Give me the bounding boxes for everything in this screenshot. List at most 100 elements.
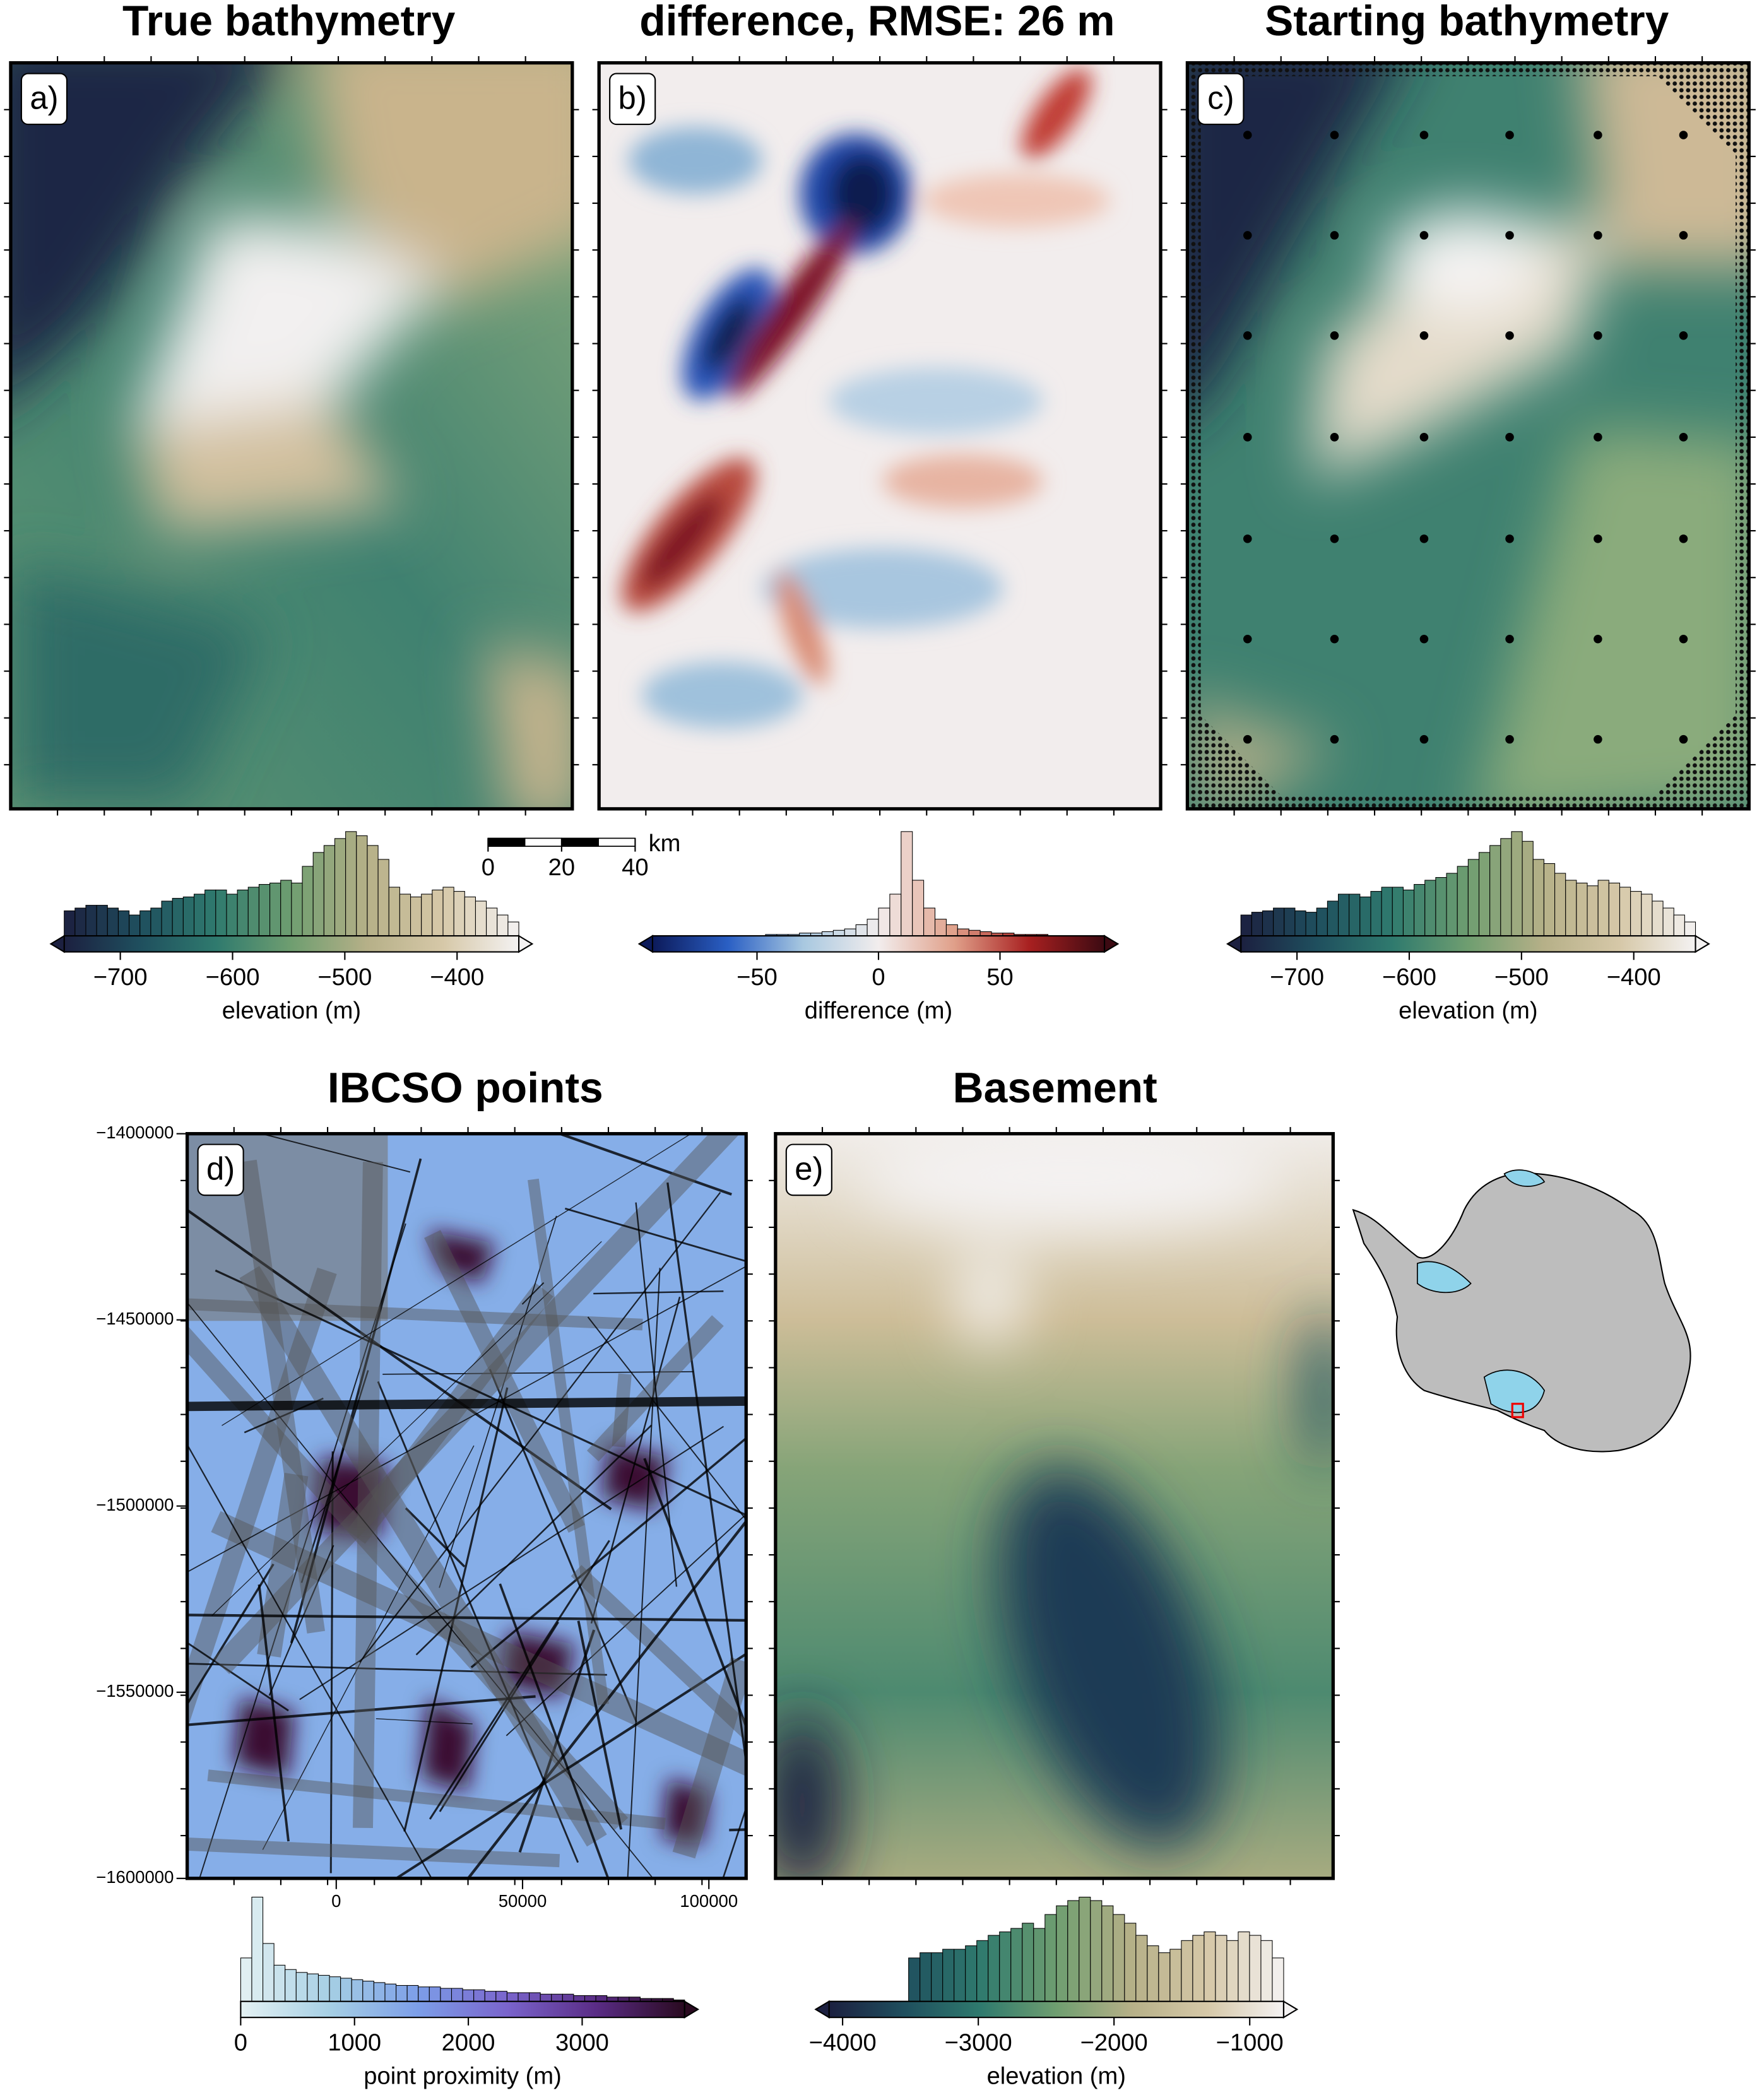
survey-point [1594, 231, 1602, 240]
histogram-bar [1079, 1896, 1091, 2002]
map-a [10, 62, 572, 809]
panel-label: c) [1207, 80, 1234, 115]
panel-label-box [1197, 73, 1245, 126]
histogram-bar [1565, 880, 1577, 936]
histogram-bar [562, 1993, 574, 2002]
histogram-bar [551, 1993, 563, 2002]
histogram-bar [954, 1949, 966, 2002]
scalebar-segment [561, 837, 599, 847]
track-line [635, 1202, 678, 1587]
survey-point [1243, 231, 1252, 240]
survey-point [1419, 534, 1429, 543]
survey-point [1419, 231, 1429, 240]
histogram-bar [999, 1932, 1012, 2002]
histogram-bar [280, 880, 292, 936]
histogram-bar [1597, 880, 1609, 936]
histogram-bar [475, 900, 487, 936]
histogram-bar [1260, 1940, 1273, 2002]
map-c [1187, 62, 1749, 809]
histogram-bar [1370, 891, 1382, 936]
histogram-bar [1608, 882, 1621, 936]
colorbar-extend [1282, 2000, 1299, 2019]
histogram-bar [1467, 859, 1480, 936]
histogram-bar [1652, 900, 1664, 936]
histogram-bar [1067, 1900, 1080, 2002]
histogram-bar [923, 907, 936, 936]
colorbar-tick-label: −700 [93, 964, 148, 991]
track-line [213, 1133, 739, 1675]
track-line [376, 1718, 473, 1725]
histogram-bar [1381, 887, 1393, 936]
histogram-bar [373, 1982, 386, 2002]
x-tick-label: 50000 [499, 1891, 547, 1911]
colorbar-label: point proximity (m) [364, 2063, 562, 2090]
panel-title: Basement [953, 1065, 1157, 1112]
track-line [346, 1282, 553, 1544]
colorbar [63, 935, 520, 953]
survey-point [1243, 331, 1252, 340]
histogram-bar [107, 907, 119, 936]
histogram-bar [226, 894, 238, 936]
track-line [187, 1265, 747, 1573]
histogram-bar [1587, 885, 1599, 936]
track-line [429, 1540, 610, 1820]
histogram-bar [129, 914, 141, 936]
track-line [590, 1296, 681, 1624]
histogram-bar [1135, 1935, 1148, 2002]
survey-point [1419, 634, 1429, 644]
histogram-bar [237, 889, 249, 936]
track-line [564, 1207, 747, 1263]
survey-point [1594, 634, 1602, 644]
survey-point [1243, 534, 1252, 543]
track-line [187, 1613, 747, 1622]
colorbar-tick-label: −4000 [809, 2029, 877, 2056]
histogram-bar [317, 1974, 330, 2002]
track-line [587, 1316, 747, 1521]
colorbar-tick-label: −400 [430, 964, 484, 991]
histogram-bar [1554, 873, 1566, 936]
colorbar-tick-label: −600 [1382, 964, 1436, 991]
histogram-bar [1489, 845, 1501, 936]
track-line [329, 1451, 334, 1873]
survey-point [1330, 231, 1339, 240]
colorbar-label: elevation (m) [222, 997, 361, 1024]
panel-label: d) [206, 1150, 235, 1186]
histogram-bar [1349, 894, 1361, 936]
histogram-bar [307, 1973, 319, 2002]
track-line [612, 1373, 632, 1448]
histogram-bar [139, 910, 151, 936]
histogram-bar [1543, 863, 1556, 936]
x-tick-label: 100000 [680, 1891, 738, 1911]
histogram-bar [832, 929, 845, 936]
colorbar-tick-label: −500 [317, 964, 372, 991]
track-line [187, 1267, 337, 1730]
histogram-bar [1532, 859, 1544, 936]
track-line [211, 1241, 602, 1616]
survey-point [1330, 734, 1339, 744]
histogram-bar [1359, 896, 1371, 936]
histogram-bar [988, 1935, 1000, 2002]
histogram-bar [451, 1988, 463, 2002]
survey-point [1505, 433, 1514, 442]
panel-label-box [609, 73, 656, 126]
track-line [239, 1266, 607, 1847]
colorbar-extend [1104, 935, 1120, 953]
colorbar [240, 2000, 685, 2019]
histogram-bar [1511, 831, 1523, 936]
histogram-bar [1673, 914, 1685, 936]
histogram-bar [1273, 907, 1285, 936]
survey-point [1330, 634, 1339, 644]
histogram-bar [377, 859, 389, 936]
track-line [488, 1369, 637, 1723]
histogram-bar [573, 1995, 586, 2002]
histogram-bar [1215, 1935, 1228, 2002]
histogram-bar [1576, 882, 1588, 936]
histogram-bar [172, 898, 184, 936]
histogram-bar [1662, 907, 1674, 936]
survey-point [1505, 131, 1514, 139]
colorbar-extend [814, 2000, 830, 2019]
track-line [262, 1445, 475, 1850]
histogram-bar [334, 838, 346, 936]
histogram-bar [406, 1985, 419, 2002]
